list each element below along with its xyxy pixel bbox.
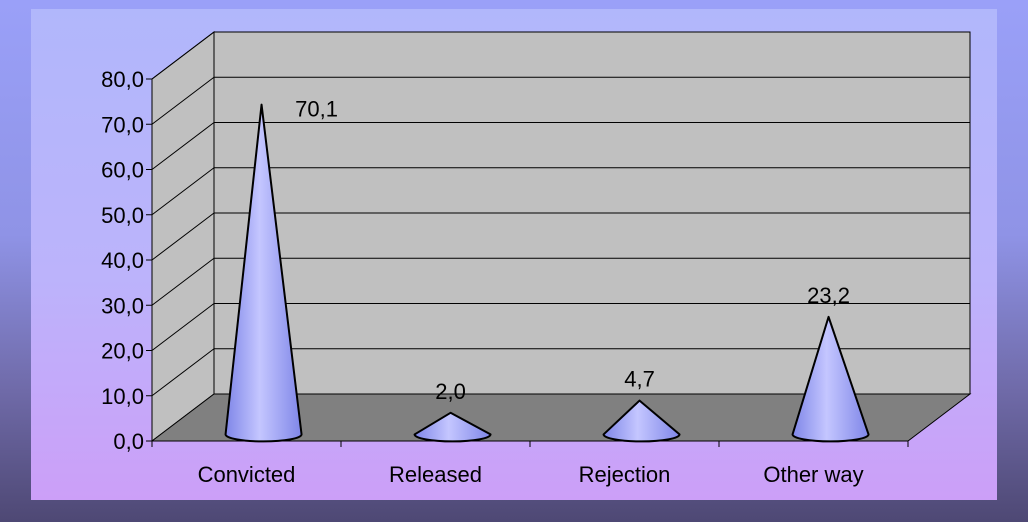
y-tick-label: 30,0 [101, 293, 144, 318]
x-category-label: Rejection [579, 462, 671, 487]
gridline-side [151, 348, 215, 397]
y-tick-label: 70,0 [101, 112, 144, 137]
gridline-side [151, 212, 215, 261]
gridline-side [151, 122, 215, 170]
y-tick-label: 10,0 [101, 384, 144, 409]
gridline-side [151, 76, 215, 125]
gridline-side [151, 257, 215, 306]
data-label: 4,7 [624, 367, 655, 392]
data-label: 70,1 [295, 97, 338, 122]
y-tick-label: 80,0 [101, 67, 144, 92]
y-tick-label: 50,0 [101, 203, 144, 228]
gridline-side [151, 167, 215, 216]
data-label: 23,2 [807, 283, 850, 308]
y-tick-label: 20,0 [101, 339, 144, 364]
y-tick-label: 60,0 [101, 158, 144, 183]
gridline-side [151, 31, 215, 80]
x-category-label: Released [389, 462, 482, 487]
y-tick-label: 40,0 [101, 248, 144, 273]
x-category-label: Other way [763, 462, 863, 487]
y-tick-label: 0,0 [113, 429, 144, 454]
x-category-label: Convicted [198, 462, 296, 487]
gridline-side [151, 303, 215, 351]
data-label: 2,0 [435, 379, 466, 404]
